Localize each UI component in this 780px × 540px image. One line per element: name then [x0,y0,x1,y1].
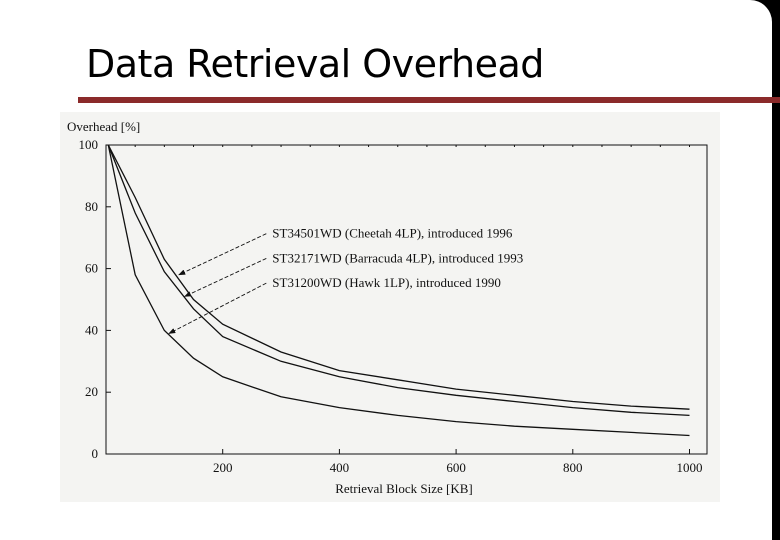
x-tick-label: 200 [213,460,233,475]
y-tick-label: 0 [92,446,99,461]
y-tick-label: 80 [85,199,98,214]
series-line-0 [107,144,690,410]
figure-paper [60,112,720,502]
x-tick-label: 1000 [676,460,702,475]
y-tick-label: 60 [85,261,98,276]
x-tick-label: 800 [563,460,583,475]
y-tick-label: 40 [85,322,98,337]
y-tick-label: 20 [85,384,98,399]
x-axis: 200 400 600 800 1000 [213,449,702,475]
series-lines [107,144,690,437]
annotation-label-2: ST31200WD (Hawk 1LP), introduced 1990 [272,275,501,290]
x-tick-label: 600 [446,460,466,475]
y-tick-label: 100 [79,137,99,152]
annotation-arrow-2 [168,282,267,334]
annotation-arrow-1 [183,258,267,297]
x-tick-label: 400 [330,460,350,475]
title-rule [78,97,780,103]
slide-title: Data Retrieval Overhead [86,42,544,86]
annotation-label-1: ST32171WD (Barracuda 4LP), introduced 19… [272,250,523,265]
y-axis-label: Overhead [%] [67,119,140,134]
x-axis-label: Retrieval Block Size [KB] [335,481,473,496]
top-tick-dots [134,145,690,147]
series-line-2 [107,144,690,437]
plot-frame [105,144,708,455]
annotation-arrow-0 [178,233,267,276]
series-line-1 [107,144,690,417]
annotation-label-0: ST34501WD (Cheetah 4LP), introduced 1996 [272,226,513,241]
y-axis: 0 20 40 60 80 100 [79,137,111,461]
annotations: ST34501WD (Cheetah 4LP), introduced 1996… [168,226,523,334]
